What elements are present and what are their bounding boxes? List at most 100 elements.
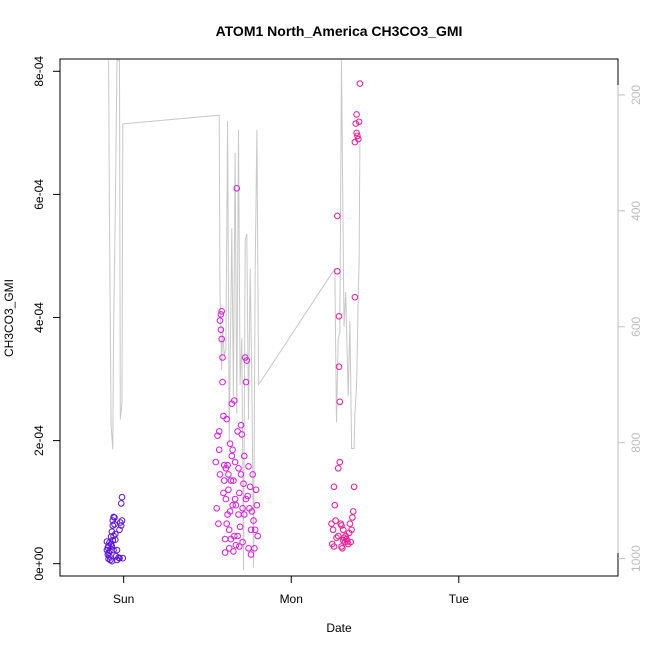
data-point <box>113 546 121 554</box>
data-point <box>218 308 225 315</box>
data-point <box>351 293 359 301</box>
data-point <box>250 517 257 524</box>
data-point <box>330 483 338 491</box>
data-point <box>233 185 241 192</box>
data-point <box>248 508 256 515</box>
data-point <box>225 486 232 494</box>
data-point <box>251 526 259 534</box>
data-point <box>115 554 122 561</box>
data-point <box>108 543 116 550</box>
data-point <box>241 511 248 518</box>
data-point <box>355 118 363 126</box>
data-point <box>334 465 342 472</box>
data-point <box>216 471 224 478</box>
data-point <box>243 357 251 364</box>
data-point <box>330 543 338 550</box>
data-point <box>353 129 360 137</box>
x-tick-label: Tue <box>449 592 470 606</box>
data-point <box>242 378 250 386</box>
data-point <box>220 489 227 497</box>
data-point <box>249 471 256 478</box>
data-point <box>254 532 262 540</box>
data-point <box>107 547 114 555</box>
data-point <box>213 505 220 512</box>
y-tick-label: 4e-04 <box>32 302 46 333</box>
data-point <box>224 461 231 469</box>
data-point <box>252 486 260 494</box>
y-tick-label: 0e+00 <box>32 547 46 581</box>
data-point <box>234 532 241 540</box>
data-point <box>339 526 347 534</box>
data-point <box>107 556 114 564</box>
data-point <box>352 120 360 127</box>
data-point <box>118 493 126 501</box>
data-point <box>339 545 346 552</box>
data-point <box>244 492 251 500</box>
y2-tick-label: 400 <box>629 201 643 221</box>
data-point <box>354 132 361 140</box>
data-point <box>253 501 261 509</box>
data-point <box>332 517 339 524</box>
data-point <box>338 522 345 529</box>
data-point <box>349 508 357 515</box>
data-point <box>346 520 354 528</box>
pressure-line-layer <box>108 59 361 571</box>
data-point <box>334 268 341 275</box>
data-point <box>110 546 117 554</box>
data-point <box>238 431 246 438</box>
data-point <box>215 446 223 454</box>
data-point <box>219 378 226 386</box>
data-point <box>239 538 246 546</box>
series-3 <box>328 80 364 552</box>
data-point <box>355 135 362 143</box>
data-point <box>231 458 239 466</box>
data-point <box>223 415 230 423</box>
data-point <box>230 477 237 484</box>
data-point <box>229 446 236 454</box>
data-point <box>247 551 255 558</box>
data-point <box>333 534 340 542</box>
data-point <box>237 421 245 429</box>
data-point <box>227 477 235 484</box>
data-point <box>241 452 248 460</box>
data-point <box>221 549 229 556</box>
data-point <box>236 523 244 531</box>
data-point <box>336 458 344 466</box>
series-1 <box>103 493 127 565</box>
y2-tick-label: 800 <box>629 432 643 452</box>
data-point <box>356 80 364 87</box>
data-point <box>111 514 118 521</box>
data-point <box>251 545 258 552</box>
data-point <box>335 363 343 371</box>
data-point <box>235 465 242 472</box>
pressure-line <box>108 59 361 571</box>
data-point <box>329 526 337 534</box>
data-point <box>229 501 236 509</box>
data-point <box>232 541 240 549</box>
data-point <box>336 398 344 406</box>
data-point <box>237 471 245 478</box>
data-point <box>223 520 230 528</box>
y-tick-label: 8e-04 <box>32 56 46 87</box>
data-point <box>236 543 243 550</box>
data-points-layer <box>103 80 364 565</box>
data-point <box>105 549 112 556</box>
data-point <box>241 354 249 361</box>
y-axis-label: CH3CO3_GMI <box>2 279 16 357</box>
data-point <box>232 501 240 509</box>
data-point <box>334 212 341 220</box>
data-point <box>240 480 247 488</box>
data-point <box>231 397 238 404</box>
data-point <box>109 537 117 544</box>
data-point <box>347 538 355 546</box>
data-point <box>218 335 225 343</box>
data-point <box>231 532 238 540</box>
data-point <box>245 463 252 470</box>
y2-tick-label: 600 <box>629 316 643 336</box>
data-point <box>334 532 342 540</box>
data-point <box>236 489 243 497</box>
y2-tick-label: 200 <box>629 85 643 105</box>
x-axis: Sun Mon Tue <box>113 575 470 606</box>
data-point <box>331 501 339 509</box>
